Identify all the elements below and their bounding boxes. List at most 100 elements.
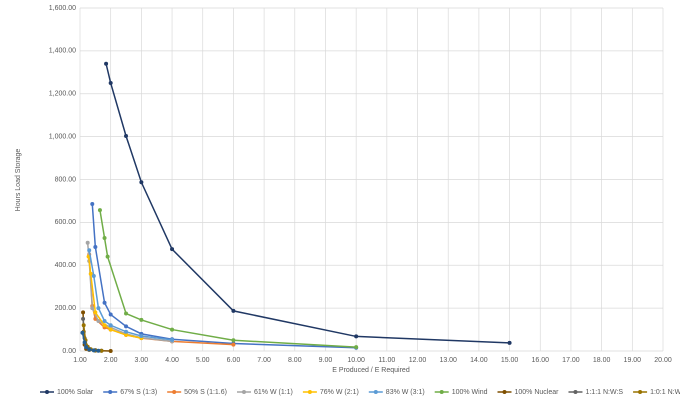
legend-marker [172,390,177,394]
data-point [93,310,98,315]
legend-item: 61% W (1:1) [236,389,293,396]
legend-marker [373,390,378,394]
data-point [82,340,87,345]
data-point [124,329,129,334]
x-tick-label: 2.00 [104,357,118,364]
data-point [91,273,96,278]
data-point [102,318,107,323]
y-tick-label: 0.00 [62,348,76,355]
data-point [139,180,144,185]
x-tick-label: 11.00 [378,357,395,364]
data-point [139,317,144,322]
data-point [139,333,144,338]
legend-label: 100% Solar [57,389,94,396]
data-point [124,311,129,316]
data-point [124,324,129,329]
legend-marker [241,390,246,394]
legend-label: 67% S (1:3) [120,389,157,396]
data-point [108,323,113,328]
data-point [84,345,89,350]
data-point [354,345,359,350]
data-point [108,327,113,332]
data-point [93,245,98,250]
data-point [99,348,104,353]
x-tick-label: 14.00 [470,357,488,364]
x-tick-label: 4.00 [165,357,179,364]
y-tick-label: 200.00 [55,305,77,312]
legend-label: 1:1:1 N:W:S [585,389,623,396]
legend-marker [108,390,113,394]
legend-label: 100% Nuclear [515,389,560,396]
data-point [124,332,129,337]
data-point [97,208,102,213]
data-point [80,330,85,335]
legend-item: 67% S (1:3) [103,389,157,396]
data-point [88,271,93,276]
data-point [231,338,236,343]
x-tick-label: 6.00 [227,357,241,364]
data-point [102,236,107,241]
data-point [90,306,95,311]
data-point [96,348,101,353]
data-point [105,254,110,259]
legend-label: 61% W (1:1) [254,389,293,396]
legend-item: 50% S (1:1.6) [167,389,227,396]
y-tick-label: 800.00 [55,176,77,183]
x-tick-label: 19.00 [624,357,642,364]
legend-label: 83% W (3:1) [386,389,425,396]
y-tick-label: 1,200.00 [49,91,76,98]
legend-label: 50% S (1:1.6) [184,389,227,396]
x-tick-label: 12.00 [409,357,427,364]
x-tick-label: 13.00 [439,357,457,364]
x-tick-label: 5.00 [196,357,210,364]
legend-marker [45,390,49,394]
x-tick-label: 17.00 [562,357,580,364]
x-tick-label: 3.00 [135,357,149,364]
data-point [170,327,175,332]
y-tick-label: 1,600.00 [49,5,76,12]
data-point [108,312,113,317]
data-point [108,81,113,86]
legend-marker [638,390,643,394]
legend-label: 76% W (2:1) [320,389,359,396]
data-point [170,247,175,252]
x-tick-label: 20.00 [654,357,672,364]
legend-marker [439,390,444,394]
legend-item: 100% Solar [40,389,94,396]
data-point [124,133,129,138]
data-point [96,306,101,311]
x-tick-label: 8.00 [288,357,302,364]
data-point [231,308,236,313]
y-tick-label: 1,400.00 [49,48,76,55]
legend-marker [307,390,312,394]
series-line [105,63,510,344]
data-point [87,347,92,352]
series-line [86,242,173,343]
series-line [88,250,173,341]
data-point [90,201,95,206]
legend-item: 1:0:1 N:W:S [633,389,680,396]
data-point [170,337,175,342]
data-point [102,300,107,305]
legend-marker [573,390,578,394]
y-tick-label: 1,000.00 [49,133,76,140]
data-point [354,334,359,339]
y-axis-label: Hours Load Storage [15,149,22,212]
legend-item: 1:1:1 N:W:S [568,389,623,396]
x-tick-label: 9.00 [319,357,333,364]
x-tick-label: 15.00 [501,357,519,364]
data-point [87,248,92,253]
y-tick-label: 600.00 [55,219,77,226]
x-tick-label: 1.00 [73,357,87,364]
data-point [102,323,107,328]
series-line [99,210,357,348]
legend-label: 1:0:1 N:W:S [650,389,680,396]
x-axis-label: E Produced / E Required [332,367,410,374]
data-point [81,310,86,315]
data-point [81,316,86,321]
legend-marker [502,390,507,394]
x-tick-label: 10.00 [347,357,365,364]
data-point [81,323,86,328]
x-tick-label: 18.00 [593,357,611,364]
